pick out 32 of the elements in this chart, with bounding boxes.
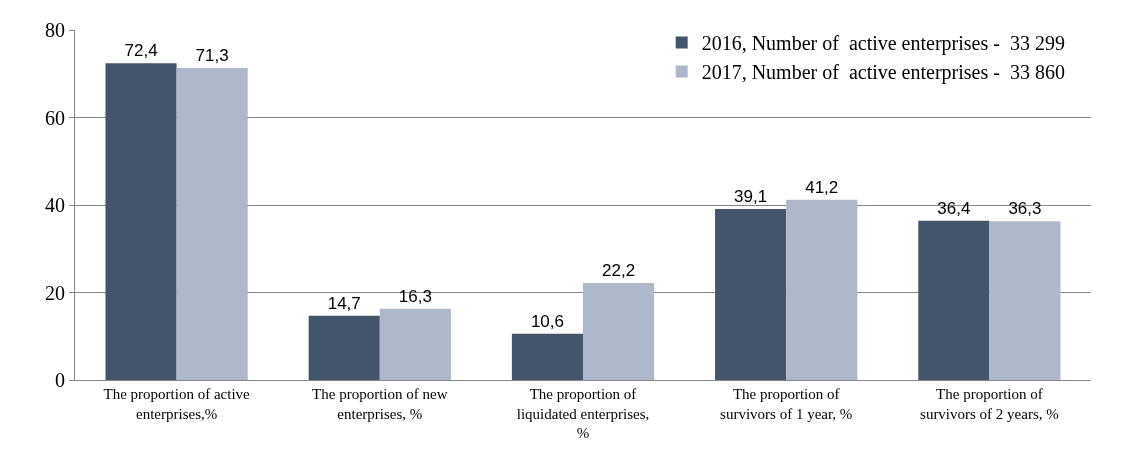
bar bbox=[918, 220, 990, 380]
bar bbox=[511, 333, 583, 380]
data-label: 16,3 bbox=[398, 286, 432, 306]
data-label: 22,2 bbox=[602, 260, 636, 280]
data-label: 71,3 bbox=[195, 46, 229, 66]
bar bbox=[379, 308, 451, 380]
y-tick-label: 20 bbox=[45, 281, 65, 304]
legend-label: 2016, Number of active enterprises - 33 299 bbox=[701, 32, 1065, 56]
bar bbox=[715, 208, 787, 380]
bar bbox=[105, 63, 177, 380]
bar bbox=[786, 199, 858, 380]
y-tick-label: 60 bbox=[45, 106, 65, 129]
bar bbox=[989, 221, 1061, 380]
data-label: 10,6 bbox=[530, 311, 564, 331]
data-label: 39,1 bbox=[734, 186, 768, 206]
x-tick-label: The proportion of active enterprises,% bbox=[103, 386, 251, 422]
data-label: 41,2 bbox=[805, 177, 839, 197]
data-label: 36,3 bbox=[1008, 199, 1042, 219]
x-tick-label: The proportion of survivors of 1 year, % bbox=[720, 386, 853, 422]
x-tick-label: The proportion of liquidated enterprises, % bbox=[516, 386, 650, 441]
x-tick-label: The proportion of new enterprises, % bbox=[312, 386, 448, 422]
data-label: 36,4 bbox=[937, 198, 971, 218]
data-label: 72,4 bbox=[124, 41, 158, 61]
y-tick-label: 80 bbox=[45, 19, 65, 41]
bar bbox=[583, 282, 655, 380]
legend-label: 2017, Number of active enterprises - 33 860 bbox=[701, 61, 1065, 85]
x-tick-label: The proportion of survivors of 2 years, % bbox=[920, 386, 1059, 422]
y-tick-label: 40 bbox=[45, 194, 65, 216]
bar bbox=[308, 315, 380, 380]
bar bbox=[176, 68, 248, 380]
data-label: 14,7 bbox=[327, 293, 361, 313]
y-tick-label: 0 bbox=[55, 369, 65, 391]
